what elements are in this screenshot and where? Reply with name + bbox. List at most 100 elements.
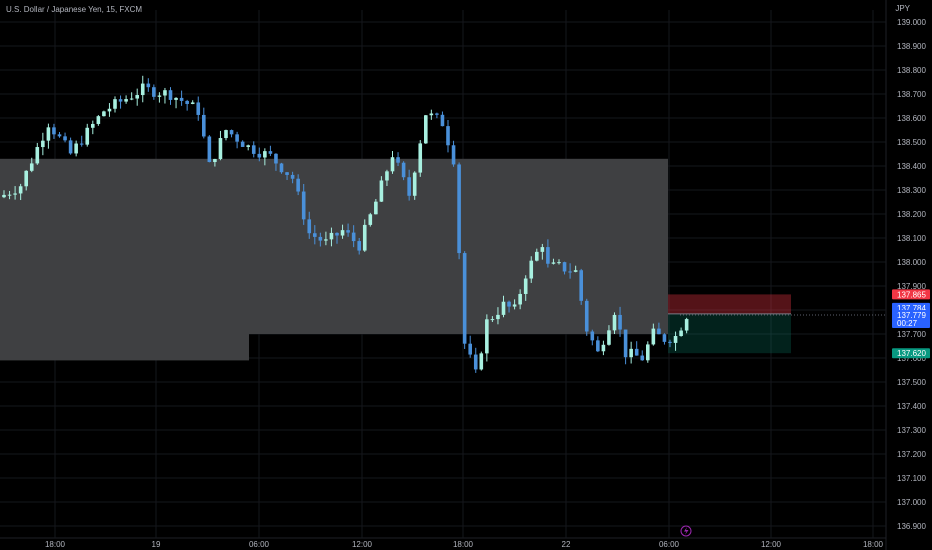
candle — [412, 171, 417, 200]
supply-zones — [0, 158, 668, 361]
candle — [418, 140, 423, 177]
price-tick-label: 137.100 — [897, 474, 926, 483]
supply-zone-left — [0, 158, 249, 361]
lightning-icon[interactable] — [680, 525, 692, 537]
candle — [612, 312, 617, 334]
candle — [318, 232, 323, 247]
price-axis[interactable]: 139.000 138.900 138.800 138.700 138.600 138.5… — [897, 18, 926, 531]
long-short-position[interactable] — [668, 294, 886, 354]
time-tick-label: 18:00 — [45, 540, 66, 549]
candle — [290, 171, 295, 184]
candle — [46, 123, 51, 149]
price-tick-label: 137.700 — [897, 330, 926, 339]
candle — [285, 171, 289, 180]
candle — [357, 237, 361, 255]
time-tick-label: 18:00 — [453, 540, 474, 549]
price-tick-label: 138.500 — [897, 138, 926, 147]
candle — [2, 190, 6, 199]
candle — [623, 329, 628, 365]
price-tick-label: 137.200 — [897, 450, 926, 459]
candle — [340, 224, 345, 239]
candle — [329, 227, 334, 247]
candle — [529, 256, 534, 283]
candle — [35, 142, 40, 165]
candle — [135, 88, 139, 106]
candle — [41, 132, 45, 156]
time-tick-label: 19 — [152, 540, 161, 549]
candle — [435, 112, 439, 119]
candle — [596, 336, 600, 353]
candle — [296, 174, 300, 196]
candle — [479, 351, 484, 371]
candle — [335, 232, 339, 244]
candle — [251, 141, 256, 158]
position-stop-area — [668, 294, 791, 314]
candle — [346, 223, 350, 237]
time-tick-label: 22 — [562, 540, 571, 549]
candle — [540, 243, 545, 260]
candle — [57, 131, 62, 138]
candle — [140, 75, 145, 103]
candle — [440, 111, 445, 127]
candle — [179, 90, 184, 106]
candle — [668, 339, 672, 348]
price-tick-label: 138.900 — [897, 42, 926, 51]
candle — [390, 150, 395, 174]
time-tick-label: 06:00 — [249, 540, 270, 549]
candle — [468, 335, 472, 358]
candle — [224, 129, 228, 141]
candle — [662, 333, 667, 345]
ask-price-label: 137.784 — [897, 304, 926, 313]
candle — [274, 153, 278, 171]
candle — [118, 95, 123, 109]
price-tick-label: 138.700 — [897, 90, 926, 99]
candle — [268, 145, 273, 157]
candle — [401, 161, 406, 181]
candle — [473, 347, 478, 373]
position-target-area — [668, 313, 791, 354]
candle — [485, 314, 489, 362]
candle — [307, 211, 312, 239]
candle — [396, 152, 400, 167]
candle — [207, 135, 212, 163]
candle — [568, 263, 572, 279]
candle — [590, 329, 595, 346]
candle — [551, 258, 556, 265]
candle — [451, 140, 456, 167]
candle — [107, 103, 112, 117]
candle — [379, 176, 384, 202]
candle — [362, 219, 367, 252]
time-axis[interactable]: 18:00 19 06:00 12:00 18:00 22 06:00 12:00 18:00 — [45, 540, 884, 549]
stop-price-label: 137.865 — [897, 290, 926, 299]
price-tick-label: 137.900 — [897, 282, 926, 291]
price-tick-label: 137.400 — [897, 402, 926, 411]
candle — [512, 299, 517, 310]
candle — [601, 340, 606, 356]
candle — [129, 92, 134, 101]
candle — [657, 322, 661, 335]
candle — [124, 95, 128, 104]
price-tick-label: 137.000 — [897, 498, 926, 507]
candle — [496, 307, 500, 325]
candle — [68, 137, 73, 155]
candle — [102, 110, 106, 117]
candle — [535, 248, 539, 262]
time-tick-label: 06:00 — [659, 540, 680, 549]
candle — [424, 115, 428, 144]
candle — [618, 306, 622, 337]
candle — [324, 231, 328, 246]
price-tick-label: 138.200 — [897, 210, 926, 219]
candle — [557, 259, 561, 265]
price-tick-label: 139.000 — [897, 18, 926, 27]
candle — [651, 323, 656, 346]
candle — [257, 147, 262, 162]
candle — [246, 144, 250, 151]
candle — [157, 92, 162, 103]
candle — [351, 225, 356, 248]
candle — [52, 123, 56, 139]
target-price-label: 137.620 — [897, 349, 926, 358]
chart-title: U.S. Dollar / Japanese Yen, 15, FXCM — [6, 5, 143, 14]
candle — [174, 97, 178, 109]
